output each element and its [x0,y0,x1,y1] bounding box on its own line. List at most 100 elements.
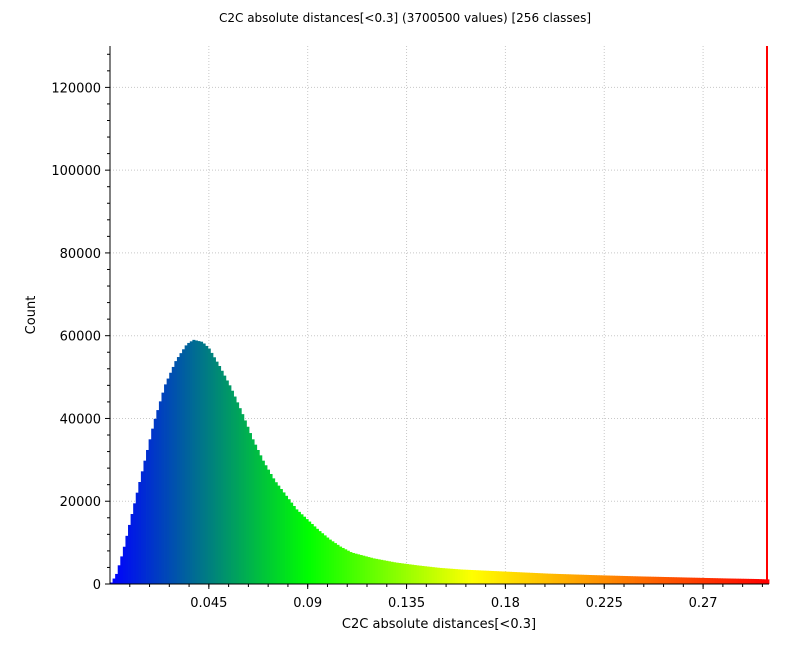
histogram-bar [400,563,404,584]
histogram-bar [318,531,322,584]
histogram-bar [740,578,744,584]
histogram-bar [156,410,160,584]
y-tick-label: 0 [93,578,101,593]
histogram-bar [164,384,168,584]
histogram-bar [648,576,651,584]
histogram-bar [274,482,278,584]
histogram-bar [519,572,523,584]
histogram-bar [678,577,682,584]
histogram-bar [421,565,425,584]
y-tick-label: 60000 [60,330,101,345]
histogram-bar [243,420,247,584]
histogram-bar [411,564,415,584]
histogram-bar [112,578,116,584]
histogram-bar [431,567,435,584]
histogram-bar [449,568,453,584]
histogram-bar [328,539,332,584]
histogram-bar [215,361,219,584]
histogram-bar [542,573,546,584]
histogram-bar [720,578,724,584]
histogram-bar [509,571,512,584]
histogram-bar [403,563,407,584]
histogram-bar [689,577,693,584]
histogram-bar [354,553,358,584]
histogram-bar [135,492,139,584]
histogram-bar [413,565,417,584]
histogram-bar [452,568,456,584]
histogram-bar [133,503,137,584]
histogram-bar [761,579,765,584]
histogram-bar [176,357,180,584]
histogram-bar [308,521,312,584]
histogram-bar [483,570,487,584]
histogram-bar [254,444,258,584]
histogram-bar [645,576,649,584]
histogram-bar [344,549,348,584]
histogram-bar [192,339,196,584]
histogram-bar [694,577,698,584]
histogram-bar [436,567,440,584]
x-tick-label: 0.225 [586,596,623,611]
histogram-bar [393,562,397,584]
x-tick-label: 0.135 [388,596,425,611]
histogram-bar [418,565,422,584]
histogram-bar [478,570,482,584]
histogram-bar [442,568,446,584]
histogram-bar [148,439,152,584]
histogram-bar [122,546,126,584]
histogram-bar [444,568,448,584]
histogram-bar [472,570,476,584]
histogram-bar [521,572,525,584]
histogram-bar [547,573,551,584]
histogram-bar [738,578,742,584]
histogram-bar [287,499,291,584]
histogram-bar [143,460,147,584]
histogram-bar [735,578,739,584]
histogram-bar [256,450,260,584]
histogram-bar [398,563,402,584]
histogram-bar [202,343,206,584]
histogram-bar [349,552,353,584]
histogram-bar [269,473,273,584]
histogram-bar [128,524,131,584]
histogram-bar [194,340,198,584]
histogram-bar [704,577,708,584]
histogram-bar [184,345,188,584]
histogram-bar [668,577,672,584]
histogram-bar [187,342,191,584]
histogram-bar [545,573,549,584]
histogram-bar [130,514,134,584]
histogram-bar [454,569,458,584]
histogram-bar [635,576,639,584]
histogram-bar [539,573,543,584]
histogram-bar [241,414,245,584]
y-axis-label: Count [24,296,39,335]
histogram-bar [565,574,569,584]
histogram-bar [722,578,726,584]
histogram-bar [357,554,361,584]
histogram-bar [493,571,497,584]
histogram-bar [614,575,618,584]
histogram-bar [707,578,711,584]
histogram-bar [341,547,345,584]
histogram-bar [496,571,500,584]
histogram-bar [506,571,510,584]
histogram-bar [550,573,554,584]
histogram-bar [583,574,587,584]
histogram-bar [627,576,631,584]
histogram-bar [300,514,304,584]
histogram-bar [699,577,703,584]
histogram-bar [200,341,204,584]
histogram-bar [290,502,294,584]
histogram-bar [467,569,471,584]
histogram-bar [591,575,595,584]
histogram-bar [696,577,700,584]
histogram-bar [390,561,394,584]
histogram-bar [673,577,677,584]
y-tick-label: 40000 [60,412,101,427]
histogram-bar [212,357,216,584]
histogram-bar [581,574,585,584]
histogram-bar [297,511,301,584]
histogram-bar [488,570,492,584]
histogram-bar [516,572,520,584]
